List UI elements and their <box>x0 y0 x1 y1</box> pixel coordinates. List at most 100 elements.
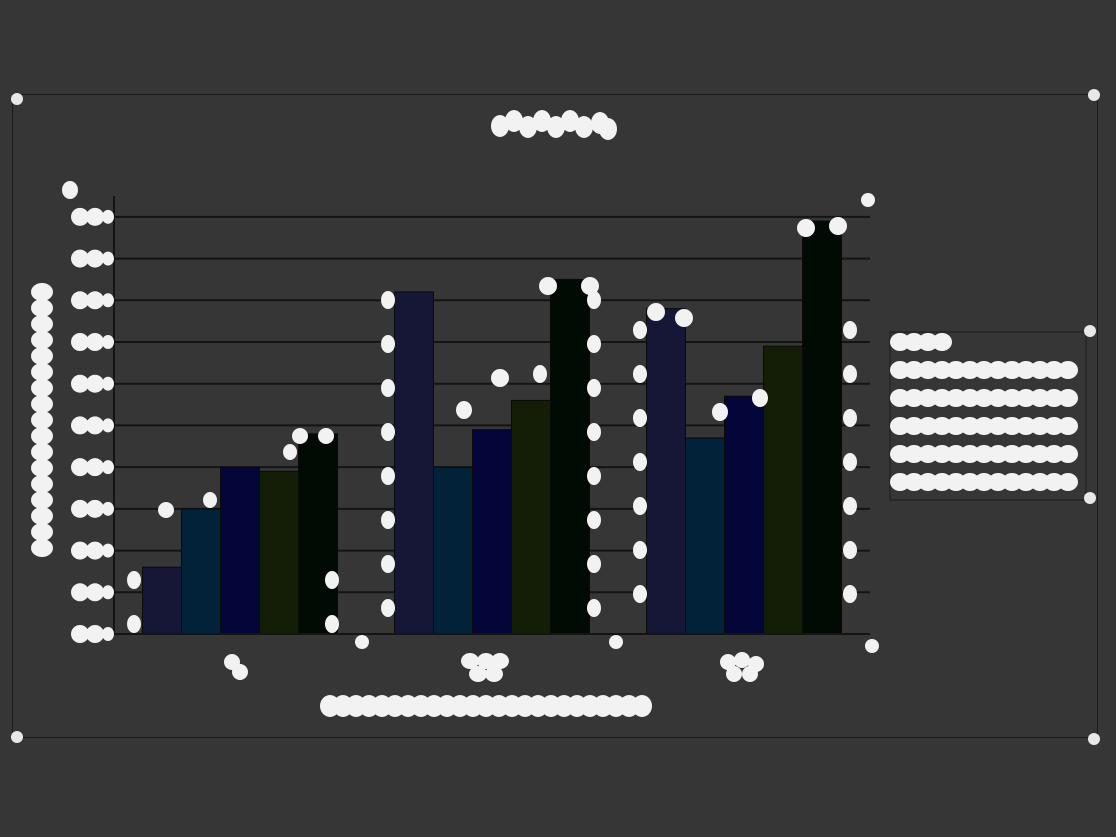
label-smudge <box>599 118 617 140</box>
label-smudge <box>102 501 114 516</box>
label-smudge <box>712 403 728 421</box>
label-smudge <box>575 116 593 138</box>
label-smudge <box>1058 417 1078 435</box>
label-smudge <box>734 652 750 668</box>
label-smudge <box>988 389 1008 407</box>
label-smudge <box>456 401 472 419</box>
label-smudge <box>355 635 369 649</box>
label-smudge <box>31 379 53 397</box>
label-smudge <box>381 599 395 617</box>
bar <box>394 291 434 635</box>
label-smudge <box>1044 417 1064 435</box>
label-smudge <box>960 445 980 463</box>
resize-handle[interactable] <box>1084 492 1096 504</box>
label-smudge <box>547 116 565 138</box>
chart-frame[interactable] <box>12 94 1098 738</box>
label-smudge <box>633 585 647 603</box>
label-smudge <box>381 467 395 485</box>
label-smudge <box>974 417 994 435</box>
label-smudge <box>31 315 53 333</box>
label-smudge <box>587 423 601 441</box>
label-smudge <box>102 627 114 641</box>
label-smudge <box>843 541 857 559</box>
bar <box>181 508 221 635</box>
label-smudge <box>918 417 938 435</box>
label-smudge <box>633 541 647 559</box>
label-smudge <box>102 585 114 600</box>
label-smudge <box>890 361 910 379</box>
label-smudge <box>1030 361 1050 379</box>
resize-handle[interactable] <box>1088 733 1100 745</box>
bar <box>763 345 803 635</box>
label-smudge <box>904 445 924 463</box>
label-smudge <box>974 389 994 407</box>
legend <box>889 331 1087 501</box>
label-smudge <box>1030 473 1050 491</box>
label-smudge <box>946 361 966 379</box>
bar <box>550 278 590 635</box>
label-smudge <box>477 653 495 669</box>
label-smudge <box>1002 361 1022 379</box>
selection-handles <box>11 89 1100 745</box>
label-smudge <box>587 335 601 353</box>
label-smudge <box>62 181 78 199</box>
label-smudge <box>581 277 599 295</box>
label-smudge <box>31 507 53 525</box>
label-smudge <box>1016 473 1036 491</box>
label-smudge <box>102 543 114 558</box>
resize-handle[interactable] <box>11 93 23 105</box>
label-smudge <box>491 653 509 669</box>
label-smudge <box>1002 445 1022 463</box>
label-smudge <box>86 207 104 226</box>
label-smudge <box>381 291 395 309</box>
label-smudge <box>1016 445 1036 463</box>
label-smudge <box>988 445 1008 463</box>
label-smudge <box>381 379 395 397</box>
label-smudge <box>31 491 53 509</box>
label-smudge <box>932 473 952 491</box>
label-smudge <box>86 583 104 602</box>
resize-handle[interactable] <box>11 731 23 743</box>
label-smudge <box>742 666 758 682</box>
label-smudge <box>325 571 339 589</box>
label-smudge <box>519 116 537 138</box>
label-smudge <box>960 473 980 491</box>
label-smudge <box>127 615 141 633</box>
label-smudge <box>633 365 647 383</box>
label-smudge <box>918 333 938 351</box>
label-smudge <box>946 473 966 491</box>
label-smudge <box>31 443 53 461</box>
label-smudge <box>86 458 104 477</box>
label-smudge <box>561 110 579 132</box>
label-smudge <box>86 416 104 435</box>
label-smudge <box>71 333 89 351</box>
label-smudge <box>675 309 693 327</box>
bar <box>220 466 260 635</box>
label-smudge <box>843 453 857 471</box>
label-smudge <box>974 445 994 463</box>
label-smudge <box>31 459 53 477</box>
label-smudge <box>1044 389 1064 407</box>
label-smudge <box>865 639 879 653</box>
label-smudge <box>1030 389 1050 407</box>
bar <box>802 220 842 635</box>
label-smudge <box>752 389 768 407</box>
resize-handle[interactable] <box>1088 89 1100 101</box>
label-smudge <box>1016 389 1036 407</box>
label-smudge <box>1044 361 1064 379</box>
label-smudge <box>1030 417 1050 435</box>
label-smudge <box>918 389 938 407</box>
bar <box>142 566 182 635</box>
label-smudge <box>86 499 104 518</box>
label-smudge <box>946 445 966 463</box>
label-smudge <box>587 291 601 309</box>
label-smudge <box>587 379 601 397</box>
resize-handle[interactable] <box>1084 325 1096 337</box>
label-smudge <box>974 473 994 491</box>
label-smudge <box>31 523 53 541</box>
bars <box>142 220 842 635</box>
label-smudge <box>533 110 551 132</box>
label-smudge <box>318 428 334 444</box>
label-smudge <box>31 347 53 365</box>
label-smudge <box>461 653 479 669</box>
